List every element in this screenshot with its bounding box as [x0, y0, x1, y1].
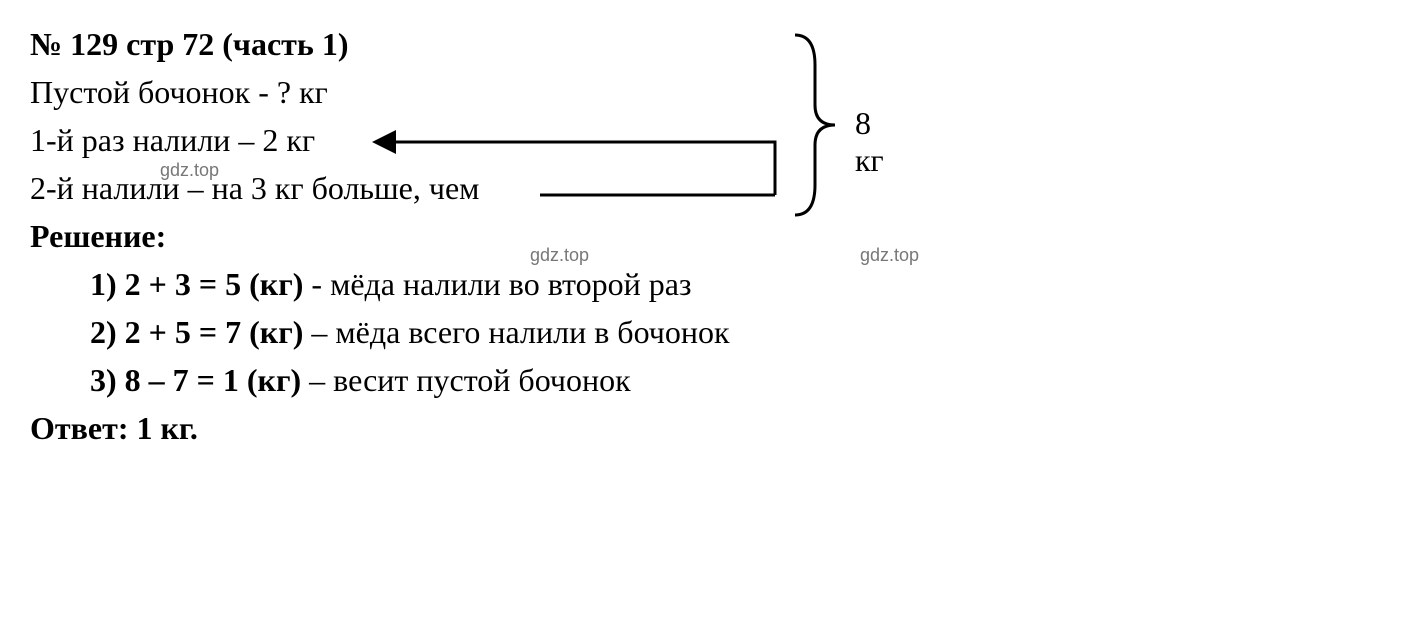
step3-expression: 3) 8 – 7 = 1 (кг) — [90, 362, 301, 398]
solution-step-2: 2) 2 + 5 = 7 (кг) – мёда всего налили в … — [30, 308, 730, 356]
answer-line: Ответ: 1 кг. — [30, 404, 730, 452]
problem-line-1: Пустой бочонок - ? кг — [30, 68, 730, 116]
watermark-1: gdz.top — [160, 160, 219, 181]
brace-total-label: 8 кг — [855, 105, 884, 179]
page-title: № 129 стр 72 (часть 1) — [30, 20, 730, 68]
watermark-3: gdz.top — [860, 245, 919, 266]
curly-brace-icon — [785, 25, 845, 225]
solution-heading: Решение: — [30, 212, 730, 260]
problem-line-3: 2-й налили – на 3 кг больше, чем — [30, 164, 730, 212]
step2-description: – мёда всего налили в бочонок — [303, 314, 729, 350]
step1-description: - мёда налили во второй раз — [303, 266, 691, 302]
watermark-2: gdz.top — [530, 245, 589, 266]
problem-line-2: 1-й раз налили – 2 кг — [30, 116, 730, 164]
document-root: № 129 стр 72 (часть 1) Пустой бочонок - … — [30, 20, 730, 452]
step3-description: – весит пустой бочонок — [301, 362, 630, 398]
step1-expression: 1) 2 + 3 = 5 (кг) — [90, 266, 303, 302]
solution-step-1: 1) 2 + 3 = 5 (кг) - мёда налили во второ… — [30, 260, 730, 308]
step2-expression: 2) 2 + 5 = 7 (кг) — [90, 314, 303, 350]
text-container: № 129 стр 72 (часть 1) Пустой бочонок - … — [30, 20, 730, 452]
solution-step-3: 3) 8 – 7 = 1 (кг) – весит пустой бочонок — [30, 356, 730, 404]
